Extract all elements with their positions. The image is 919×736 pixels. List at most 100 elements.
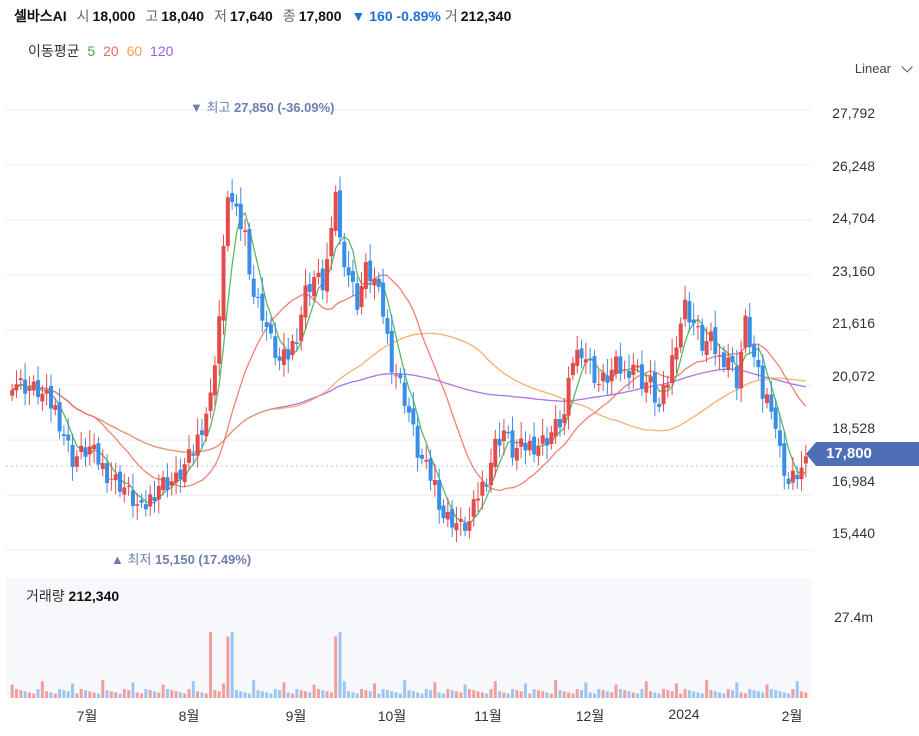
candle-body [557,419,562,428]
candle-body [376,278,381,287]
volume-bar [472,690,476,698]
volume-bar [722,693,726,698]
candle-body [286,349,291,360]
candle-body [549,432,554,445]
volume-bar [493,681,497,698]
quote-header: 셀바스AI 시 18,000 고 18,040 저 17,640 종 17,80… [14,6,521,26]
candle-body [592,356,597,384]
volume-bar [597,689,601,698]
volume-bar [614,684,618,698]
volume-bar [260,691,264,698]
volume-bar [239,691,243,698]
candle-body [523,442,528,451]
volume-bar [666,690,670,698]
candle-body [174,472,179,483]
candle-body [14,384,19,391]
volume-bar [601,690,605,698]
candle-body [730,356,735,363]
volume-bar [338,631,342,698]
volume-bar [364,690,368,698]
price-tick-label: 24,704 [832,210,875,226]
candle-body [510,430,515,458]
candle-body [316,272,321,278]
volume-bar [523,683,527,698]
candle-body [691,319,696,324]
candle-body [657,403,662,408]
volume-axis-label: 27.4m [834,609,873,625]
candle-body [622,369,627,371]
candle-body [208,392,213,411]
candle-body [342,241,347,268]
candle-body [333,191,338,231]
candle-body [799,467,804,480]
candle-body [639,364,644,389]
candle-body [747,317,752,348]
candle-body [156,485,161,500]
candle-body [411,408,416,425]
volume-bar [450,690,454,698]
volume-bar [71,683,75,698]
candle-body [92,444,97,450]
candle-body [484,484,489,487]
candle-body [53,405,58,410]
volume-bar [459,692,463,698]
close-value: 17,800 [298,8,342,24]
volume-bar [489,689,493,698]
volume-panel-bg [6,578,812,698]
scale-dropdown[interactable]: Linear [855,61,913,76]
volume-bar [342,681,346,698]
candle-body [635,365,640,368]
candle-body [777,430,782,446]
volume-bar [222,683,226,698]
candle-body [566,377,571,416]
volume-bar [580,690,584,698]
volume-bar [27,692,31,698]
ma20-legend[interactable]: 20 [103,43,119,59]
volume-bar [584,682,588,698]
volume-bar [53,693,57,698]
volume-bar [424,689,428,698]
volume-bar [174,691,178,698]
high-label: 고 [145,8,159,24]
volume-bar [778,691,782,698]
volume-bar [403,680,407,698]
candle-body [583,359,588,363]
volume-bar [196,691,200,698]
volume-bar [536,690,540,698]
volume-bar [429,690,433,698]
month-label: 8월 [178,708,200,724]
ma120-legend[interactable]: 120 [150,43,174,59]
candle-body [281,349,286,365]
volume-bar [640,689,644,698]
volume-bar [485,693,489,698]
candle-body [545,438,550,446]
price-tick-label: 26,248 [832,158,875,174]
volume-bar [502,692,506,698]
volume-bar [88,691,92,698]
volume-bar [433,682,437,698]
ma5-legend[interactable]: 5 [87,43,96,59]
candle-body [536,446,541,456]
candle-body [540,435,545,444]
ma-legend[interactable]: 이동평균 5 20 60 120 [28,41,177,61]
volume-bar [118,693,122,698]
volume-bar [480,692,484,698]
volume-bar [49,692,53,698]
candle-body [57,402,62,432]
volume-bar [592,693,596,698]
candle-body [476,498,481,501]
candle-body [644,382,649,393]
candle-body [135,504,140,506]
candle-body [44,390,49,394]
candle-body [700,324,705,351]
volume-bar [256,690,260,698]
high-marker-icon: ▼ [190,100,203,115]
candle-body [18,378,23,380]
volume-bar [40,681,44,698]
candle-body [165,477,170,491]
ma5-line [11,212,807,526]
candle-body [424,459,429,462]
volume-bar [463,684,467,698]
ma60-legend[interactable]: 60 [126,43,143,59]
